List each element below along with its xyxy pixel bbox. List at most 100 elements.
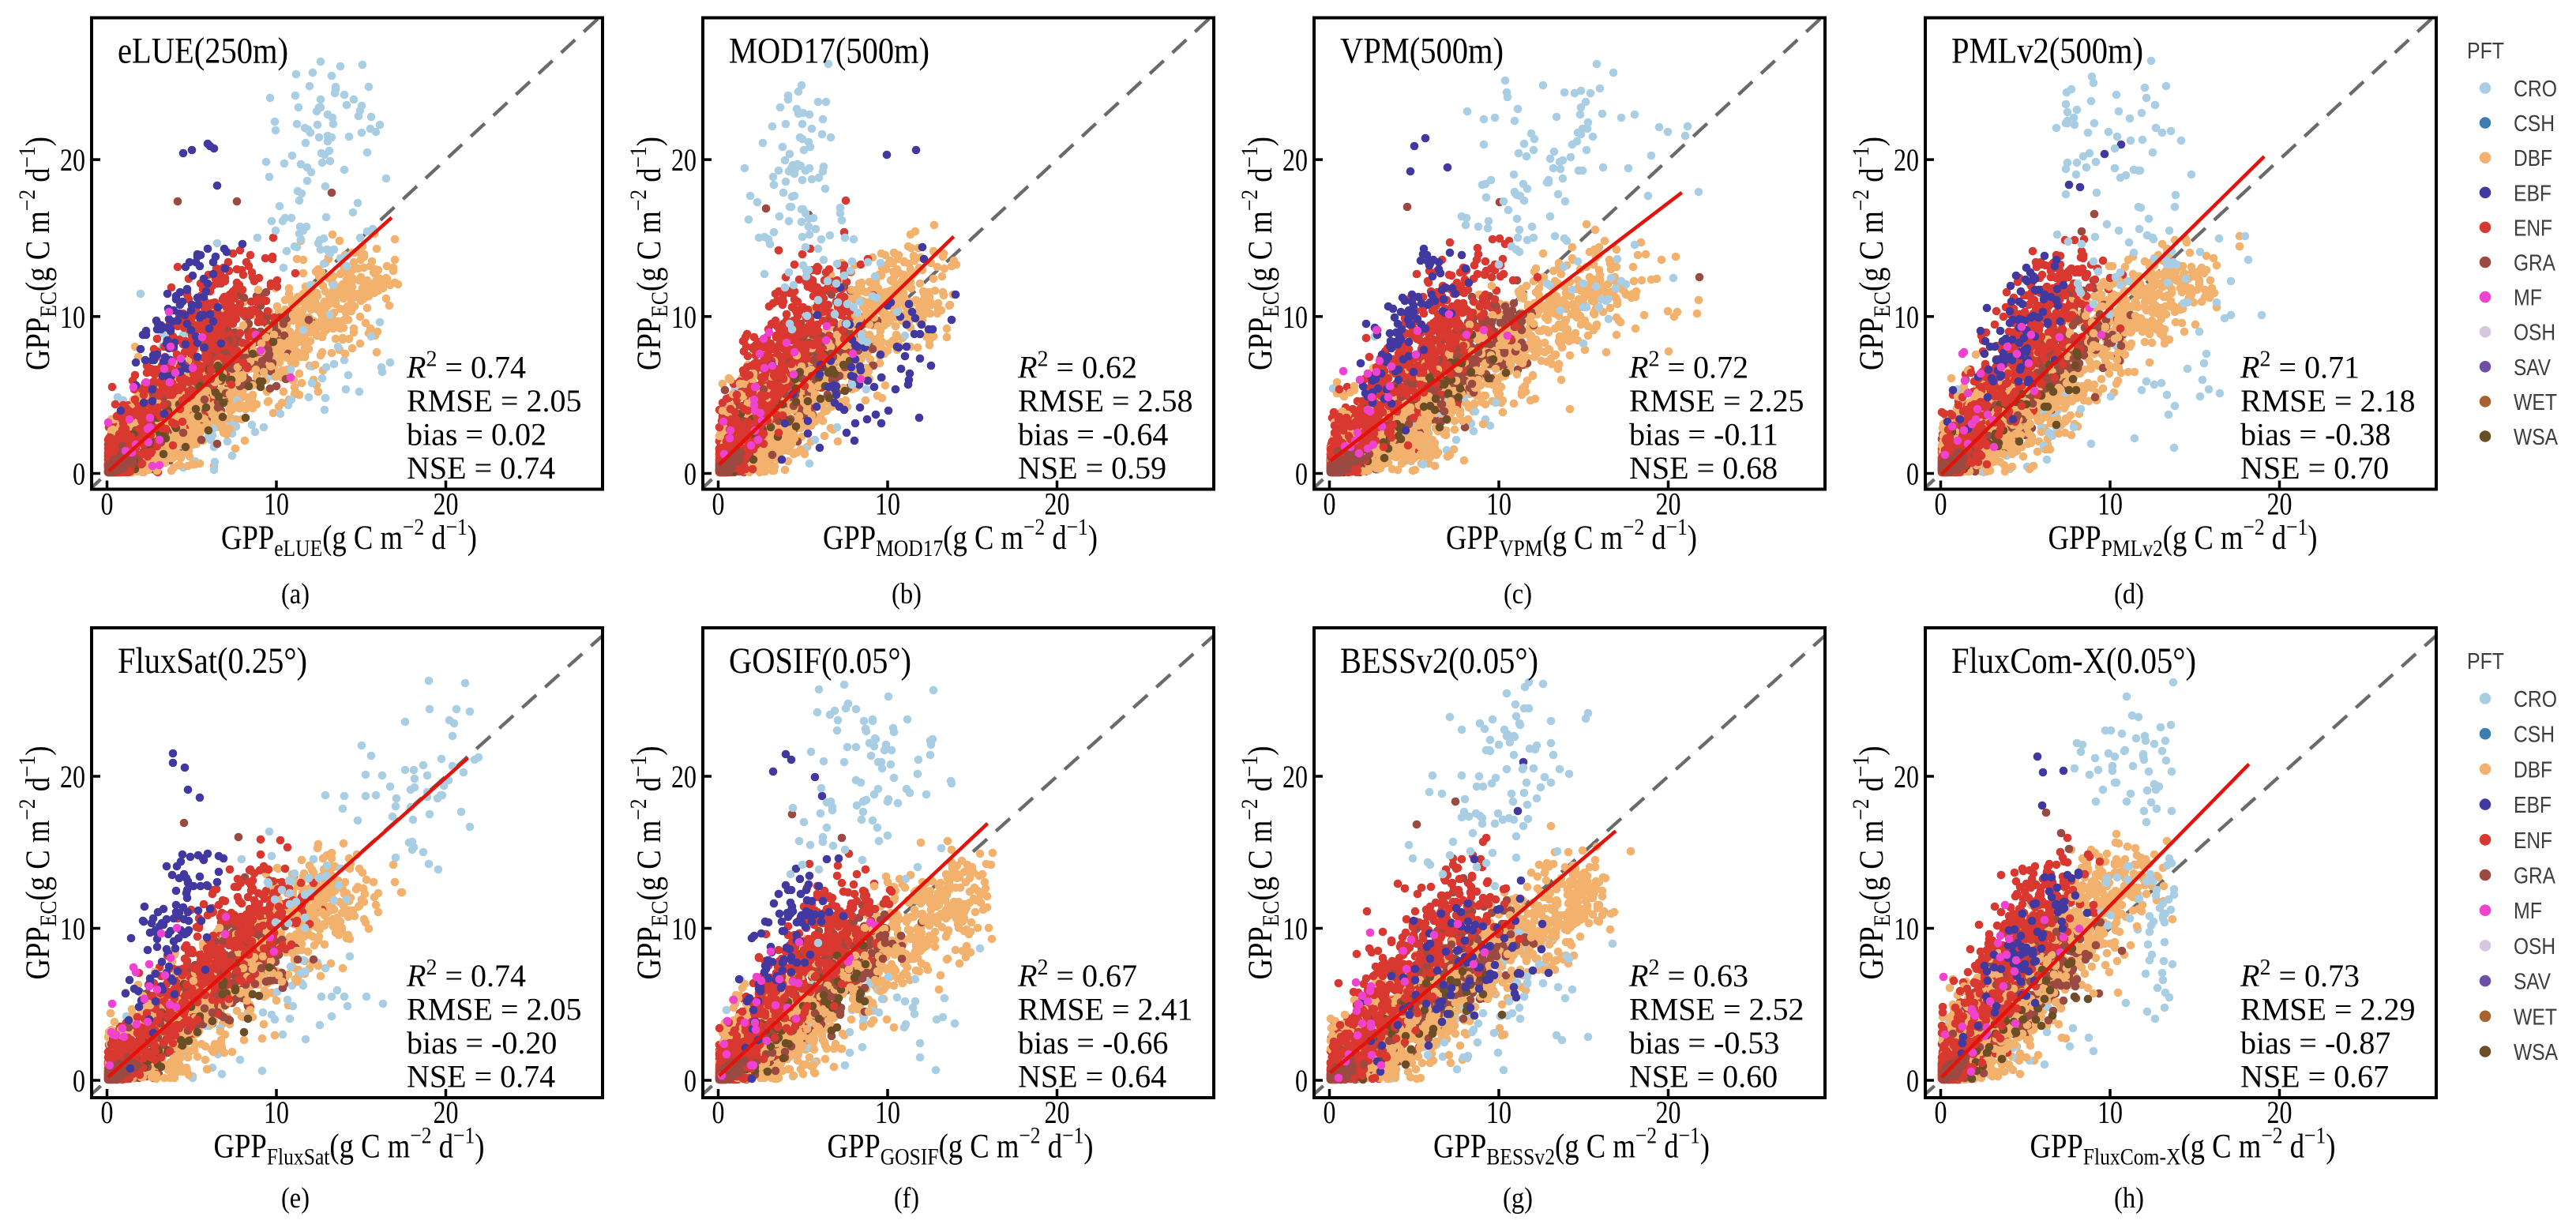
svg-text:WSA: WSA [2514, 1040, 2559, 1065]
svg-text:RMSE = 2.41: RMSE = 2.41 [1018, 992, 1192, 1027]
svg-text:0: 0 [1295, 456, 1308, 492]
svg-text:bias = -0.20: bias = -0.20 [407, 1025, 557, 1061]
svg-text:bias = -0.64: bias = -0.64 [1018, 417, 1168, 453]
svg-text:(c): (c) [1504, 578, 1532, 610]
svg-text:PFT: PFT [2467, 39, 2504, 64]
svg-text:eLUE(250m): eLUE(250m) [118, 31, 288, 72]
svg-text:20: 20 [1282, 759, 1308, 794]
svg-text:GPPEC(g C m−2 d−1): GPPEC(g C m−2 d−1) [625, 137, 673, 370]
svg-text:R2 = 0.72: R2 = 0.72 [1628, 347, 1748, 385]
svg-text:OSH: OSH [2514, 934, 2555, 959]
svg-text:GPPEC(g C m−2 d−1): GPPEC(g C m−2 d−1) [1848, 137, 1895, 370]
svg-text:bias = 0.02: bias = 0.02 [407, 417, 546, 453]
svg-text:10: 10 [1894, 911, 1919, 947]
svg-text:20: 20 [60, 142, 85, 178]
svg-text:WSA: WSA [2514, 425, 2559, 450]
svg-text:FluxCom-X(0.05°): FluxCom-X(0.05°) [1951, 640, 2196, 682]
svg-text:R2 = 0.74: R2 = 0.74 [406, 347, 526, 385]
svg-text:WET: WET [2514, 1005, 2557, 1030]
svg-text:RMSE = 2.05: RMSE = 2.05 [407, 992, 581, 1027]
svg-text:0: 0 [712, 1095, 725, 1130]
svg-text:ENF: ENF [2514, 828, 2552, 854]
svg-text:R2 = 0.73: R2 = 0.73 [2240, 956, 2360, 993]
svg-text:GPPFluxSat(g C m−2 d−1): GPPFluxSat(g C m−2 d−1) [214, 1123, 485, 1170]
svg-text:PMLv2(500m): PMLv2(500m) [1951, 31, 2143, 72]
svg-text:BESSv2(0.05°): BESSv2(0.05°) [1340, 640, 1538, 682]
svg-text:(a): (a) [281, 578, 310, 610]
svg-text:(g): (g) [1503, 1182, 1533, 1215]
svg-text:R2 = 0.63: R2 = 0.63 [1628, 956, 1748, 993]
svg-text:GPPEC(g C m−2 d−1): GPPEC(g C m−2 d−1) [1237, 746, 1284, 980]
svg-text:NSE = 0.60: NSE = 0.60 [1629, 1059, 1778, 1095]
svg-text:GPPFluxCom-X(g C m−2 d−1): GPPFluxCom-X(g C m−2 d−1) [2030, 1123, 2336, 1170]
svg-text:(e): (e) [281, 1182, 310, 1215]
svg-text:20: 20 [1656, 1095, 1681, 1130]
svg-text:RMSE = 2.52: RMSE = 2.52 [1629, 992, 1804, 1027]
svg-text:RMSE = 2.29: RMSE = 2.29 [2240, 992, 2415, 1027]
svg-text:CSH: CSH [2514, 111, 2555, 137]
svg-text:10: 10 [875, 486, 900, 522]
svg-text:0: 0 [1324, 1095, 1336, 1130]
svg-text:0: 0 [101, 1095, 114, 1130]
svg-text:10: 10 [671, 299, 697, 335]
svg-text:SAV: SAV [2514, 970, 2552, 995]
svg-text:bias = -0.38: bias = -0.38 [2240, 417, 2390, 453]
svg-text:GPPBESSv2(g C m−2 d−1): GPPBESSv2(g C m−2 d−1) [1433, 1123, 1710, 1170]
svg-text:PFT: PFT [2467, 649, 2504, 674]
svg-text:NSE = 0.68: NSE = 0.68 [1629, 450, 1778, 486]
svg-text:NSE = 0.74: NSE = 0.74 [407, 1059, 555, 1095]
svg-text:20: 20 [434, 1095, 459, 1130]
svg-text:20: 20 [1656, 486, 1681, 522]
svg-text:(h): (h) [2114, 1182, 2144, 1215]
svg-text:10: 10 [264, 486, 289, 522]
svg-text:20: 20 [2267, 486, 2292, 522]
svg-text:NSE = 0.64: NSE = 0.64 [1018, 1059, 1166, 1095]
svg-text:0: 0 [1935, 1095, 1947, 1130]
svg-text:NSE = 0.70: NSE = 0.70 [2240, 450, 2389, 486]
svg-text:(f): (f) [894, 1182, 919, 1215]
svg-text:0: 0 [73, 1063, 85, 1098]
svg-text:GRA: GRA [2514, 864, 2556, 889]
svg-text:0: 0 [1906, 1063, 1919, 1098]
svg-text:EBF: EBF [2514, 793, 2552, 818]
svg-text:WET: WET [2514, 390, 2557, 415]
svg-text:RMSE = 2.58: RMSE = 2.58 [1018, 383, 1192, 419]
svg-text:VPM(500m): VPM(500m) [1340, 31, 1504, 72]
svg-text:ENF: ENF [2514, 216, 2552, 241]
svg-text:10: 10 [1486, 1095, 1511, 1130]
svg-text:20: 20 [1894, 759, 1919, 794]
svg-text:R2 = 0.71: R2 = 0.71 [2240, 347, 2360, 385]
svg-text:10: 10 [60, 299, 85, 335]
svg-text:GPPEC(g C m−2 d−1): GPPEC(g C m−2 d−1) [14, 137, 62, 370]
svg-text:0: 0 [684, 456, 697, 492]
svg-text:EBF: EBF [2514, 181, 2552, 206]
svg-text:R2 = 0.74: R2 = 0.74 [406, 956, 526, 993]
svg-text:FluxSat(0.25°): FluxSat(0.25°) [118, 640, 307, 682]
svg-text:0: 0 [1935, 486, 1947, 522]
svg-text:RMSE = 2.25: RMSE = 2.25 [1629, 383, 1804, 419]
svg-text:GPPEC(g C m−2 d−1): GPPEC(g C m−2 d−1) [625, 746, 673, 980]
svg-text:0: 0 [1295, 1063, 1308, 1098]
svg-text:20: 20 [2267, 1095, 2292, 1130]
svg-text:10: 10 [264, 1095, 289, 1130]
svg-text:DBF: DBF [2514, 146, 2552, 171]
svg-text:R2 = 0.67: R2 = 0.67 [1017, 956, 1137, 993]
svg-text:0: 0 [684, 1063, 697, 1098]
svg-text:GPPPMLv2(g C m−2 d−1): GPPPMLv2(g C m−2 d−1) [2048, 514, 2318, 561]
svg-text:20: 20 [1045, 486, 1070, 522]
svg-text:MF: MF [2514, 899, 2542, 924]
svg-text:DBF: DBF [2514, 757, 2552, 783]
svg-text:SAV: SAV [2514, 355, 2552, 381]
svg-text:CRO: CRO [2514, 77, 2557, 102]
svg-text:GOSIF(0.05°): GOSIF(0.05°) [729, 640, 911, 682]
svg-text:0: 0 [101, 486, 114, 522]
svg-text:10: 10 [2097, 1095, 2123, 1130]
svg-text:NSE = 0.67: NSE = 0.67 [2240, 1059, 2389, 1095]
svg-text:CRO: CRO [2514, 687, 2557, 712]
svg-text:R2 = 0.62: R2 = 0.62 [1017, 347, 1137, 385]
svg-text:20: 20 [1045, 1095, 1070, 1130]
svg-text:NSE = 0.74: NSE = 0.74 [407, 450, 555, 486]
svg-text:20: 20 [671, 759, 697, 794]
svg-text:GPPVPM(g C m−2 d−1): GPPVPM(g C m−2 d−1) [1446, 514, 1697, 561]
svg-text:bias = -0.66: bias = -0.66 [1018, 1025, 1168, 1061]
